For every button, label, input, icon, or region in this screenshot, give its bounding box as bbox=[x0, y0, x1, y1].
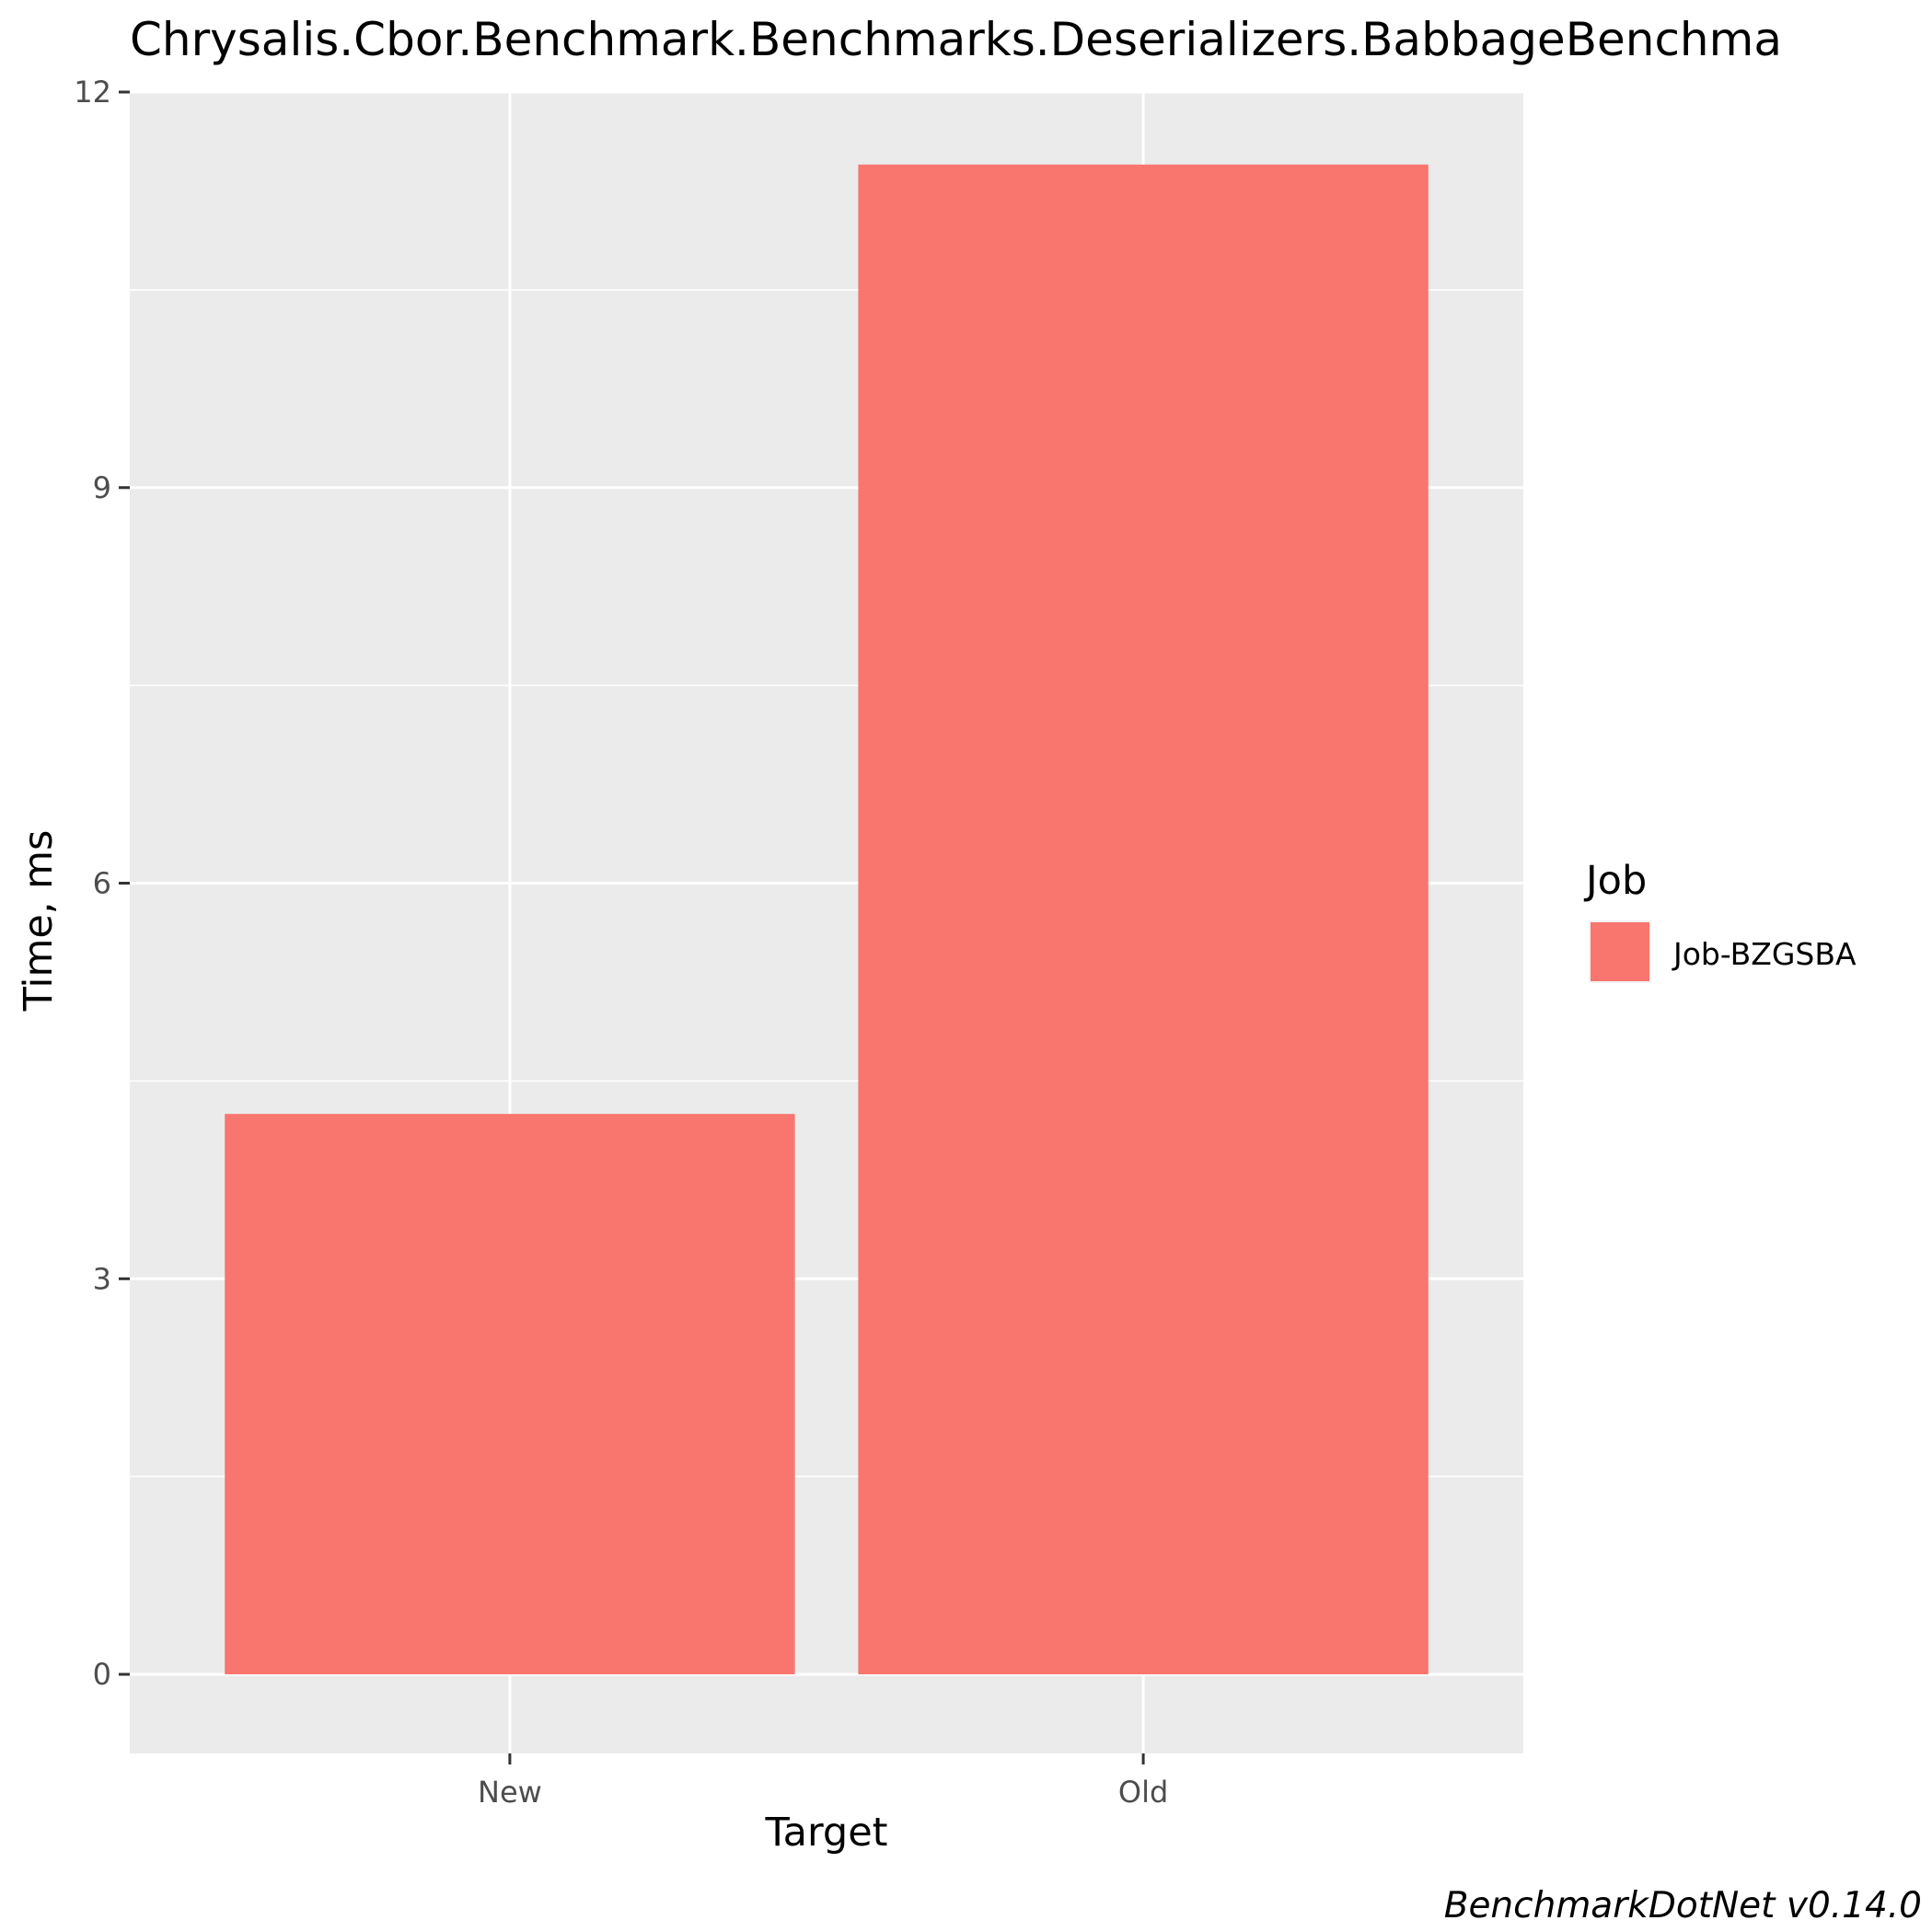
legend-title: Job bbox=[1583, 858, 1647, 904]
y-tick-label: 0 bbox=[93, 1657, 111, 1692]
x-tick-label: New bbox=[478, 1775, 542, 1810]
chart-title: Chrysalis.Cbor.Benchmark.Benchmarks.Dese… bbox=[130, 13, 1782, 66]
legend-label-job-bzgsba: Job-BZGSBA bbox=[1672, 936, 1857, 972]
y-tick-label: 12 bbox=[74, 75, 111, 110]
y-tick-label: 9 bbox=[93, 470, 111, 505]
legend: Job Job-BZGSBA bbox=[1583, 858, 1857, 983]
bar-old bbox=[858, 164, 1429, 1675]
y-tick-label: 6 bbox=[93, 866, 111, 901]
caption: BenchmarkDotNet v0.14.0 bbox=[1444, 1885, 1922, 1926]
y-tick-label: 3 bbox=[93, 1261, 111, 1296]
y-axis: 0 3 6 9 12 bbox=[74, 75, 130, 1692]
bars bbox=[225, 164, 1429, 1675]
y-axis-title: Time, ms bbox=[16, 830, 62, 1012]
legend-key-job-bzgsba bbox=[1589, 920, 1651, 983]
x-axis: New Old bbox=[478, 1753, 1168, 1810]
x-tick-label: Old bbox=[1118, 1775, 1168, 1810]
bar-new bbox=[225, 1114, 795, 1675]
x-axis-title: Target bbox=[764, 1810, 887, 1856]
